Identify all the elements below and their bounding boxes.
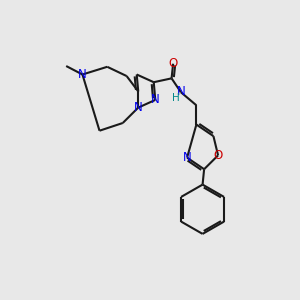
Text: O: O <box>169 57 178 70</box>
Text: N: N <box>78 68 87 81</box>
Text: N: N <box>134 101 142 114</box>
Text: O: O <box>214 149 223 162</box>
Text: N: N <box>151 93 160 106</box>
Text: N: N <box>183 151 191 164</box>
Text: H: H <box>172 93 180 103</box>
Text: N: N <box>176 85 185 98</box>
